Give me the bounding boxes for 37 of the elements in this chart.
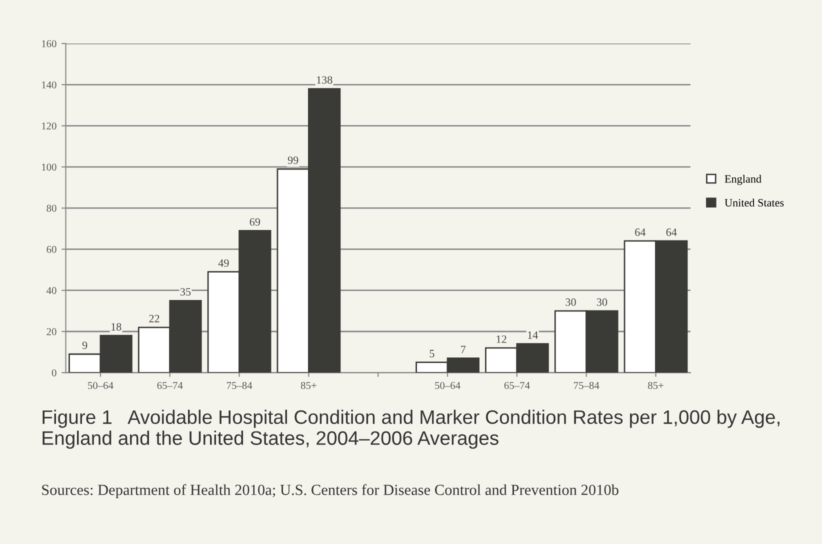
data-label: 9 <box>82 342 88 350</box>
y-tick-label: 60 <box>46 246 56 253</box>
source-note: Sources: Department of Health 2010a; U.S. Centers for Disease Control and Prevention 2010b <box>42 484 618 498</box>
data-label: 14 <box>528 331 538 339</box>
y-tick-label: 160 <box>42 40 56 48</box>
data-label: 99 <box>288 156 298 164</box>
legend-label: England <box>724 174 762 185</box>
y-tick-label: 40 <box>46 287 56 294</box>
x-tick-label: 50–64 <box>88 382 114 389</box>
data-label: 64 <box>666 228 677 236</box>
x-tick-label: 65–74 <box>157 382 183 389</box>
data-label: 18 <box>112 323 122 331</box>
data-label: 12 <box>496 335 506 343</box>
data-label: 69 <box>250 218 260 226</box>
data-label: 22 <box>149 314 160 322</box>
data-label: 49 <box>218 259 229 267</box>
data-label: 30 <box>566 298 576 306</box>
y-tick-label: 100 <box>42 164 56 171</box>
x-tick-label: 65–74 <box>504 382 530 389</box>
x-tick-label: 50–64 <box>435 382 460 389</box>
y-tick-label: 120 <box>42 122 56 130</box>
y-tick-label: 140 <box>42 81 56 88</box>
legend-label: United States <box>724 198 784 207</box>
data-label: 30 <box>596 298 608 306</box>
y-tick-label: 0 <box>52 369 56 376</box>
y-tick-label: 80 <box>46 204 56 212</box>
text: Figure 1 Avoidable Hospital Condition and Marker Condition Rates per 1,000 by Age, England and the United States, 2004–2006 Averages <box>42 410 780 449</box>
data-label: 35 <box>180 288 191 296</box>
x-tick-label: 75–84 <box>226 382 252 389</box>
data-label: 7 <box>461 346 466 354</box>
x-tick-label: 75–84 <box>574 382 600 389</box>
x-tick-label: 85+ <box>648 382 664 389</box>
x-tick-label: 85+ <box>300 382 316 389</box>
data-label: 64 <box>635 228 646 236</box>
y-tick-label: 20 <box>46 328 56 336</box>
data-label: 138 <box>316 76 332 84</box>
data-label: 5 <box>430 350 434 358</box>
